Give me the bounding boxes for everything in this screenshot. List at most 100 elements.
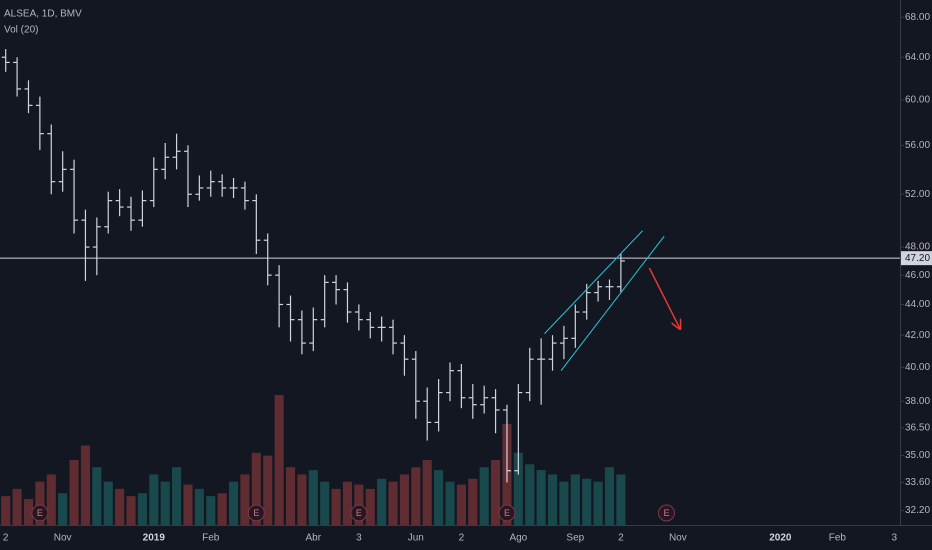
y-tick-label: 52.00: [905, 189, 930, 200]
x-tick-label: 2: [3, 533, 9, 544]
volume-bar: [536, 470, 546, 525]
x-tick-label: 2: [459, 533, 465, 544]
volume-bar: [308, 470, 318, 525]
volume-bar: [468, 478, 478, 525]
y-tick-label: 68.00: [905, 12, 930, 23]
x-tick-label: Nov: [669, 533, 687, 544]
volume-bar: [12, 488, 22, 525]
volume-bar: [194, 488, 204, 525]
volume-bar: [331, 488, 341, 525]
x-tick-label: Jun: [408, 533, 424, 544]
x-tick-label: 2: [618, 533, 624, 544]
volume-bar: [377, 478, 387, 525]
volume-bar: [422, 460, 432, 525]
volume-bar: [297, 474, 307, 525]
volume-bar: [160, 481, 170, 525]
volume-bar: [172, 467, 182, 525]
y-tick-label: 44.00: [905, 299, 930, 310]
volume-bar: [240, 474, 250, 525]
volume-bar: [23, 499, 34, 525]
x-tick-label: Nov: [54, 533, 72, 544]
earnings-marker: [31, 504, 49, 522]
x-tick-label: Sep: [566, 533, 584, 544]
x-tick-label: Feb: [829, 533, 847, 544]
y-tick-label: 32.20: [905, 505, 930, 516]
volume-bar: [137, 493, 147, 525]
volume-bar: [263, 455, 273, 525]
volume-bar: [69, 460, 79, 525]
x-tick-label: 2019: [143, 533, 166, 544]
volume-bar: [582, 478, 592, 525]
y-tick-label: 36.50: [905, 422, 930, 433]
volume-bar: [559, 481, 569, 525]
earnings-marker: [350, 504, 368, 522]
volume-bar: [285, 467, 296, 525]
volume-bar: [228, 481, 239, 525]
volume-bar: [365, 488, 375, 525]
x-tick-label: Feb: [202, 533, 220, 544]
volume-bar: [547, 474, 558, 525]
volume-bar: [434, 470, 444, 525]
volume-bar: [342, 481, 353, 525]
volume-bar: [217, 493, 227, 525]
y-tick-label: 48.00: [905, 242, 930, 253]
symbol-title: ALSEA, 1D, BMV: [4, 9, 82, 20]
volume-bar: [206, 496, 216, 525]
volume-bar: [445, 481, 455, 525]
volume-bar: [604, 467, 615, 525]
y-tick-label: 33.60: [905, 477, 930, 488]
volume-bar: [80, 445, 90, 525]
volume-bar: [525, 464, 535, 525]
volume-bar: [399, 474, 409, 525]
arrow: [648, 267, 680, 329]
earnings-marker: [247, 504, 265, 522]
earnings-label: E: [37, 508, 43, 518]
x-tick-label: 3: [892, 533, 898, 544]
earnings-marker: [657, 504, 675, 522]
volume-bar: [58, 493, 68, 525]
trend-line: [560, 235, 665, 371]
y-tick-label: 40.00: [905, 362, 930, 373]
volume-bar: [491, 460, 501, 525]
x-tick-label: Abr: [306, 533, 322, 544]
volume-bar: [1, 496, 11, 525]
volume-bar: [570, 474, 580, 525]
earnings-marker: [498, 504, 516, 522]
y-tick-label: 35.00: [905, 450, 930, 461]
trend-line: [544, 230, 643, 334]
y-tick-label: 64.00: [905, 52, 930, 63]
y-tick-label: 56.00: [905, 140, 930, 151]
earnings-label: E: [253, 508, 259, 518]
price-label-box: [901, 251, 932, 266]
volume-bar: [92, 467, 102, 525]
volume-bar: [456, 484, 466, 525]
y-tick-label: 60.00: [905, 94, 930, 105]
volume-bar: [513, 452, 523, 525]
volume-title: Vol (20): [4, 25, 38, 36]
volume-bar: [274, 395, 284, 525]
volume-bar: [46, 474, 56, 525]
volume-bar: [251, 452, 261, 525]
volume-bar: [411, 467, 421, 525]
volume-bar: [616, 474, 626, 525]
y-tick-label: 38.00: [905, 396, 930, 407]
volume-bar: [126, 496, 136, 525]
y-tick-label: 42.00: [905, 330, 930, 341]
x-tick-label: Ago: [509, 533, 527, 544]
volume-bar: [320, 481, 330, 525]
price-label: 47.20: [905, 253, 930, 264]
earnings-label: E: [504, 508, 510, 518]
volume-bar: [103, 481, 113, 525]
earnings-label: E: [356, 508, 362, 518]
volume-bar: [115, 488, 125, 525]
volume-bar: [35, 481, 45, 525]
x-tick-label: 2020: [769, 533, 792, 544]
volume-bar: [149, 474, 159, 525]
volume-bar: [388, 481, 398, 525]
y-tick-label: 46.00: [905, 270, 930, 281]
volume-bar: [183, 484, 193, 525]
earnings-label: E: [663, 508, 669, 518]
